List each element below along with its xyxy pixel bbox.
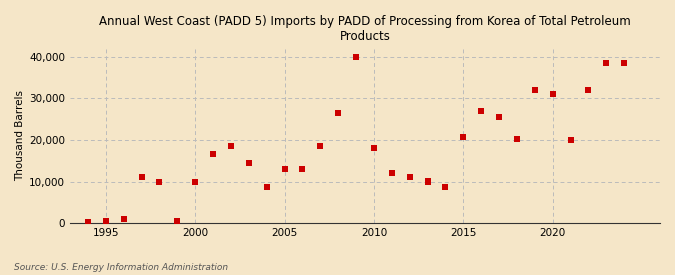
Point: [440, 184, 451, 189]
Point: [172, 219, 183, 223]
Point: [422, 179, 433, 184]
Point: [458, 134, 468, 139]
Point: [136, 175, 147, 180]
Point: [351, 55, 362, 60]
Point: [565, 138, 576, 142]
Point: [386, 171, 397, 175]
Point: [279, 167, 290, 171]
Point: [422, 178, 433, 183]
Point: [512, 136, 522, 141]
Point: [529, 88, 540, 92]
Title: Annual West Coast (PADD 5) Imports by PADD of Processing from Korea of Total Pet: Annual West Coast (PADD 5) Imports by PA…: [99, 15, 631, 43]
Point: [369, 146, 379, 150]
Point: [261, 184, 272, 189]
Point: [333, 111, 344, 115]
Point: [190, 180, 200, 185]
Point: [82, 220, 93, 224]
Point: [619, 61, 630, 65]
Point: [583, 88, 594, 92]
Point: [547, 92, 558, 96]
Point: [404, 175, 415, 180]
Point: [118, 216, 129, 221]
Point: [493, 115, 504, 119]
Point: [476, 109, 487, 113]
Point: [208, 152, 219, 157]
Point: [297, 167, 308, 171]
Point: [244, 161, 254, 165]
Point: [601, 61, 612, 65]
Point: [315, 144, 326, 148]
Point: [154, 179, 165, 184]
Text: Source: U.S. Energy Information Administration: Source: U.S. Energy Information Administ…: [14, 263, 227, 272]
Point: [101, 219, 111, 223]
Point: [225, 144, 236, 148]
Y-axis label: Thousand Barrels: Thousand Barrels: [15, 90, 25, 181]
